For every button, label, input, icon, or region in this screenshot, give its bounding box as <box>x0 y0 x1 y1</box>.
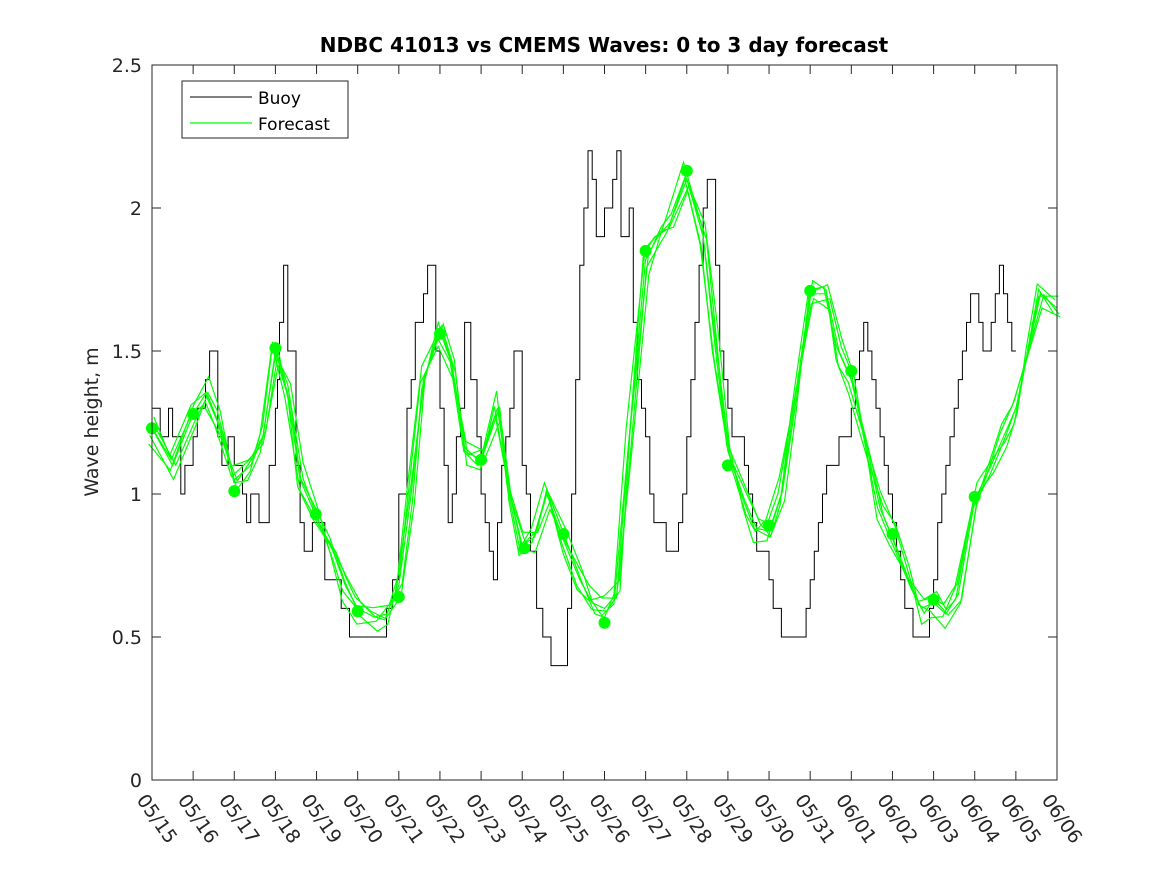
y-tick-label: 0.5 <box>112 627 142 649</box>
forecast-start-marker <box>886 528 899 540</box>
forecast-start-marker <box>351 605 364 618</box>
y-tick-label: 1.5 <box>112 341 142 363</box>
forecast-start-marker <box>721 459 734 472</box>
forecast-start-marker <box>680 164 693 177</box>
forecast-start-marker <box>763 519 775 532</box>
forecast-start-marker <box>598 616 611 629</box>
forecast-start-marker <box>927 593 940 606</box>
forecast-run-line-5 <box>149 175 1061 632</box>
legend-buoy-label: Buoy <box>258 89 301 109</box>
forecast-start-marker <box>392 591 405 603</box>
legend: Buoy Forecast <box>181 80 349 139</box>
chart-title: NDBC 41013 vs CMEMS Waves: 0 to 3 day fo… <box>320 33 889 57</box>
forecast-start-marker <box>845 365 858 377</box>
y-axis-label: Wave height, m <box>81 347 103 496</box>
forecast-start-marker <box>639 244 652 257</box>
forecast-start-marker <box>187 407 200 420</box>
y-tick-label: 2.5 <box>112 55 142 77</box>
forecast-start-marker <box>269 342 282 355</box>
forecast-start-marker <box>228 485 241 498</box>
y-tick-label: 0 <box>130 770 142 792</box>
legend-box <box>181 80 349 139</box>
forecast-start-marker <box>434 327 446 340</box>
forecast-start-marker <box>475 453 488 466</box>
forecast-start-marker <box>557 528 570 540</box>
forecast-start-marker <box>968 490 981 503</box>
buoy-series-line <box>152 150 1016 667</box>
data-layer <box>146 150 1061 667</box>
y-tick-label: 1 <box>130 484 142 506</box>
y-tick-label: 2 <box>130 198 142 220</box>
forecast-start-marker <box>309 508 322 520</box>
forecast-start-marker <box>518 542 531 555</box>
legend-forecast-label: Forecast <box>258 115 330 135</box>
forecast-start-marker <box>804 284 817 297</box>
